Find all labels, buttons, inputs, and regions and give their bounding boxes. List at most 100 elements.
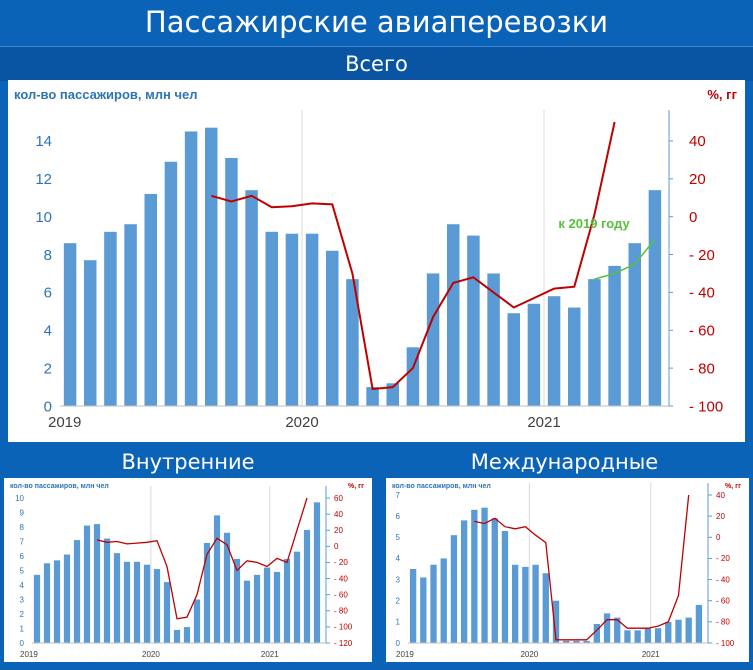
right-tick-label: - 40 bbox=[689, 285, 715, 302]
bar bbox=[542, 573, 549, 643]
left-tick-label: 0 bbox=[396, 639, 401, 648]
bar bbox=[63, 554, 71, 643]
left-tick-label: 2 bbox=[20, 610, 25, 619]
left-tick-label: 4 bbox=[396, 554, 401, 563]
right-tick-label: 20 bbox=[334, 526, 343, 535]
bar bbox=[204, 127, 218, 407]
right-tick-label: - 60 bbox=[689, 323, 715, 340]
bar bbox=[440, 558, 447, 643]
left-tick-label: 1 bbox=[396, 618, 401, 627]
bar bbox=[628, 243, 642, 406]
bar bbox=[285, 233, 299, 406]
bar bbox=[33, 574, 41, 643]
bar bbox=[446, 224, 460, 406]
x-tick-label: 2021 bbox=[527, 414, 560, 431]
right-tick-label: 60 bbox=[334, 494, 343, 503]
bar bbox=[123, 561, 131, 643]
bar bbox=[460, 520, 468, 643]
left-axis-label: кол-во пассажиров, млн чел bbox=[14, 87, 198, 102]
bar bbox=[303, 529, 311, 643]
bar bbox=[223, 532, 231, 643]
bar bbox=[243, 580, 251, 643]
bar bbox=[563, 640, 570, 643]
bar bbox=[73, 540, 81, 643]
bar bbox=[552, 600, 560, 643]
bar bbox=[430, 564, 437, 643]
left-tick-label: 4 bbox=[20, 581, 25, 590]
bar bbox=[654, 628, 662, 643]
left-tick-label: 3 bbox=[20, 595, 25, 604]
left-tick-label: 5 bbox=[20, 566, 25, 575]
bar bbox=[624, 630, 631, 643]
bar bbox=[547, 296, 561, 406]
right-tick-label: - 20 bbox=[334, 558, 348, 567]
right-tick-label: 0 bbox=[716, 533, 721, 542]
bar bbox=[124, 224, 137, 406]
left-tick-label: 6 bbox=[20, 552, 25, 561]
right-tick-label: - 60 bbox=[716, 597, 730, 606]
x-tick-label: 2019 bbox=[396, 650, 414, 659]
right-tick-label: - 120 bbox=[334, 639, 353, 648]
bar bbox=[426, 273, 440, 406]
right-tick-label: 20 bbox=[689, 171, 706, 188]
bar bbox=[263, 567, 271, 643]
x-tick-label: 2020 bbox=[142, 650, 160, 659]
right-axis-label: %, гг bbox=[707, 87, 737, 102]
section-title-domestic: Внутренние bbox=[121, 450, 255, 474]
section-title-international: Международные bbox=[470, 450, 659, 474]
left-tick-label: 10 bbox=[15, 494, 24, 503]
left-tick-label: 2 bbox=[44, 360, 52, 377]
x-tick-label: 2020 bbox=[520, 650, 538, 659]
right-tick-label: 40 bbox=[334, 510, 343, 519]
left-tick-label: 9 bbox=[20, 508, 25, 517]
right-tick-label: - 80 bbox=[689, 360, 715, 377]
bar bbox=[173, 629, 181, 643]
right-tick-label: - 100 bbox=[689, 398, 723, 415]
bar bbox=[273, 571, 281, 643]
bar bbox=[522, 566, 529, 643]
left-tick-label: 0 bbox=[44, 398, 52, 415]
left-tick-label: 14 bbox=[35, 133, 52, 150]
bar bbox=[644, 628, 652, 643]
section-title-total: Всего bbox=[0, 46, 753, 81]
bar bbox=[83, 260, 97, 406]
right-tick-label: 40 bbox=[689, 133, 706, 150]
left-axis-label: кол-во пассажиров, млн чел bbox=[10, 483, 109, 490]
bar bbox=[588, 279, 601, 406]
right-tick-label: - 20 bbox=[689, 247, 715, 264]
bar bbox=[325, 250, 339, 406]
bar bbox=[491, 518, 498, 643]
bar bbox=[245, 190, 258, 406]
bar bbox=[133, 561, 141, 643]
x-tick-label: 2021 bbox=[642, 650, 660, 659]
page-title: Пассажирские авиаперевозки bbox=[144, 5, 609, 39]
x-tick-label: 2019 bbox=[20, 650, 38, 659]
yoy-line bbox=[474, 494, 690, 641]
bar bbox=[233, 558, 241, 643]
bar bbox=[366, 387, 379, 406]
left-tick-label: 3 bbox=[396, 575, 401, 584]
bar bbox=[532, 564, 539, 643]
left-tick-label: 12 bbox=[35, 171, 52, 188]
bar bbox=[608, 265, 621, 406]
bar bbox=[164, 161, 178, 406]
bar bbox=[305, 233, 319, 406]
bar bbox=[43, 563, 51, 643]
bar bbox=[103, 538, 111, 643]
bar bbox=[501, 530, 509, 643]
bar bbox=[213, 515, 221, 643]
bar bbox=[53, 560, 61, 643]
right-tick-label: - 100 bbox=[716, 639, 735, 648]
bar bbox=[634, 630, 641, 643]
right-tick-label: - 80 bbox=[334, 607, 348, 616]
bar bbox=[573, 640, 580, 643]
bar bbox=[313, 502, 321, 643]
bar bbox=[163, 582, 171, 643]
bar bbox=[450, 535, 458, 643]
left-tick-label: 6 bbox=[396, 512, 401, 521]
bar bbox=[346, 279, 359, 406]
bar bbox=[83, 525, 91, 643]
bar bbox=[193, 599, 201, 643]
bar bbox=[512, 564, 519, 643]
left-axis-label: кол-во пассажиров, млн чел bbox=[392, 483, 491, 490]
